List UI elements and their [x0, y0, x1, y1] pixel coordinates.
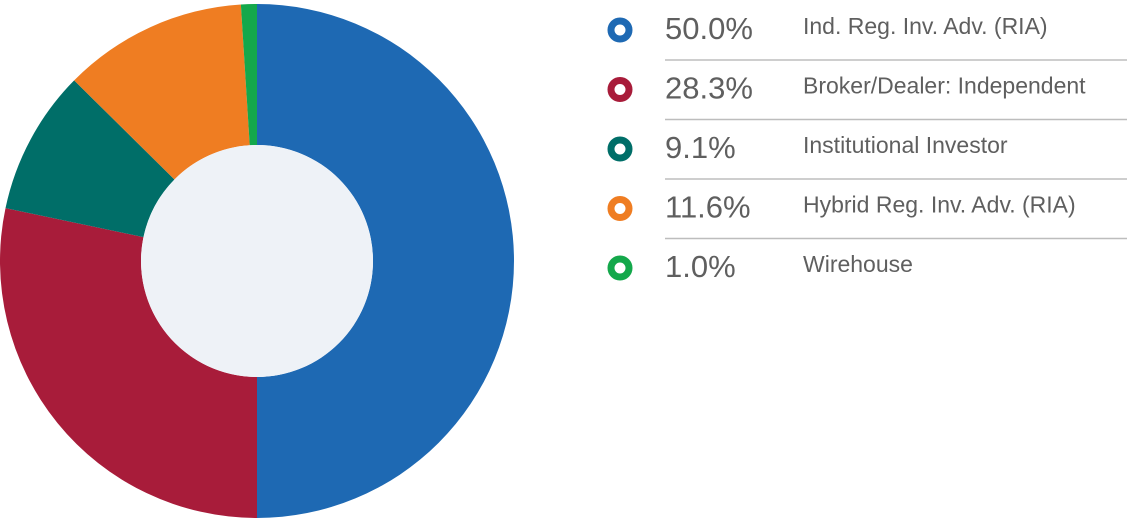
legend-value: 50.0% — [665, 11, 753, 46]
legend-value: 28.3% — [665, 71, 753, 106]
legend-label: Broker/Dealer: Independent — [803, 73, 1086, 99]
legend-marker — [607, 255, 633, 281]
legend-label: Institutional Investor — [803, 132, 1008, 158]
legend-label: Hybrid Reg. Inv. Adv. (RIA) — [803, 192, 1076, 218]
legend-marker — [607, 136, 633, 162]
donut-segment — [0, 208, 257, 518]
legend-value: 11.6% — [665, 190, 751, 225]
legend-value: 9.1% — [665, 130, 736, 165]
legend-label: Wirehouse — [803, 251, 913, 277]
legend-marker — [607, 77, 633, 102]
donut-segment — [5, 80, 175, 238]
donut-hole — [141, 145, 373, 377]
donut-segment — [240, 4, 257, 146]
legend-marker — [607, 196, 633, 221]
donut-segment — [257, 4, 514, 518]
donut-segment — [74, 4, 250, 180]
legend-value: 1.0% — [665, 249, 736, 284]
legend-label: Ind. Reg. Inv. Adv. (RIA) — [803, 13, 1048, 39]
legend-marker — [607, 17, 633, 43]
